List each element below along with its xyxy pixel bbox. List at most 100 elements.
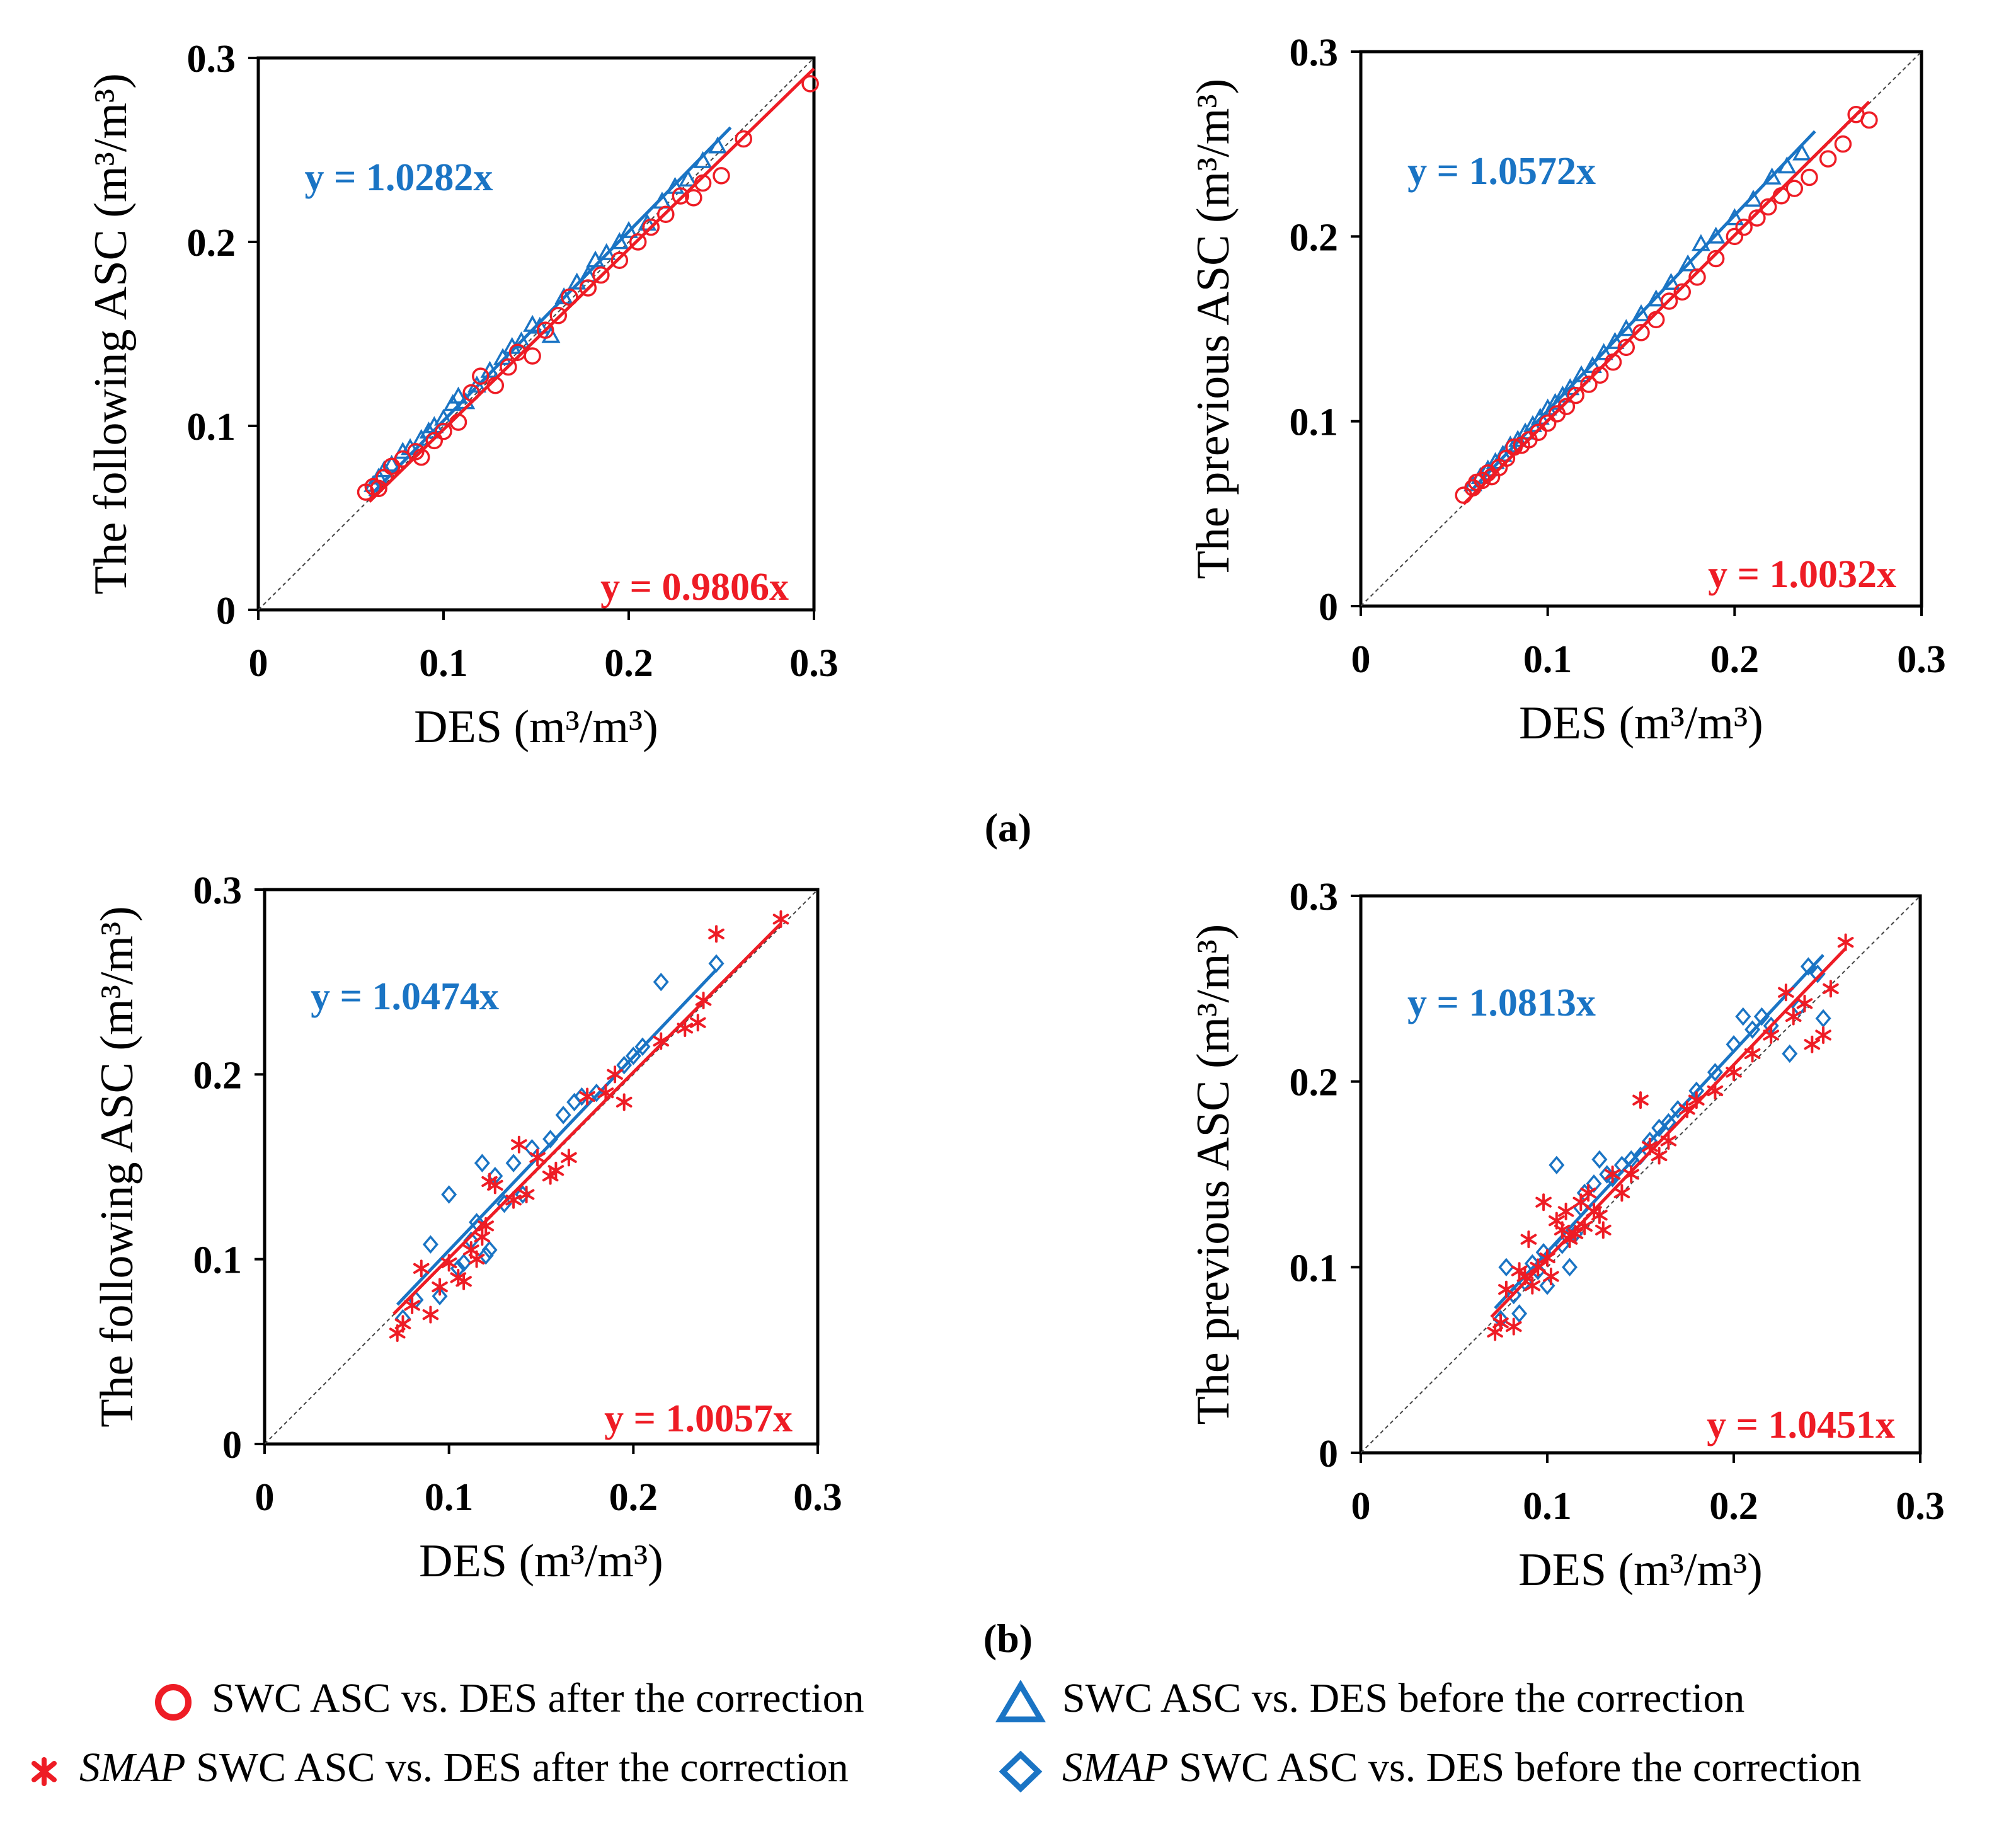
data-point-stroke bbox=[607, 1069, 623, 1080]
data-point bbox=[1823, 980, 1839, 998]
data-point-stroke bbox=[772, 914, 789, 925]
data-point bbox=[1567, 386, 1584, 404]
series-circle bbox=[357, 67, 819, 503]
data-point bbox=[1726, 227, 1744, 246]
data-point bbox=[487, 1176, 503, 1195]
x-axis-label: DES (m³/m³) bbox=[419, 1535, 663, 1587]
diamond-icon bbox=[999, 1750, 1043, 1793]
data-point bbox=[579, 279, 597, 297]
data-point bbox=[374, 460, 394, 478]
data-point-stroke bbox=[689, 1017, 706, 1028]
data-point bbox=[518, 1186, 535, 1203]
data-point-stroke bbox=[1572, 1196, 1589, 1208]
data-point bbox=[500, 358, 517, 376]
legend-prefix: SMAP bbox=[79, 1745, 186, 1790]
data-point-stroke bbox=[518, 1189, 535, 1200]
data-point-stroke bbox=[1726, 1067, 1742, 1078]
panel-label-b: (b) bbox=[983, 1616, 1033, 1661]
data-point bbox=[547, 1161, 564, 1179]
data-point-stroke bbox=[1576, 1220, 1593, 1232]
y-tick-label: 0 bbox=[1319, 586, 1338, 629]
x-tick-label: 0.3 bbox=[1897, 638, 1946, 681]
x-axis-label: DES (m³/m³) bbox=[1518, 1544, 1763, 1596]
x-tick-label: 0 bbox=[249, 642, 268, 685]
data-point bbox=[542, 1130, 559, 1149]
data-point bbox=[541, 326, 561, 343]
data-point bbox=[422, 1305, 439, 1324]
data-point-stroke bbox=[561, 1152, 577, 1163]
data-point bbox=[413, 1259, 430, 1278]
data-point bbox=[472, 367, 490, 385]
data-point-stroke bbox=[708, 928, 724, 939]
data-point bbox=[435, 423, 452, 440]
data-point bbox=[1804, 1035, 1821, 1053]
fit-line bbox=[1490, 947, 1847, 1319]
data-point-stroke bbox=[1543, 1271, 1559, 1282]
data-point bbox=[1815, 1026, 1831, 1044]
data-point-stroke bbox=[1580, 1187, 1596, 1199]
data-point bbox=[1492, 1314, 1509, 1332]
fit-equation-label: y = 1.0572x bbox=[1407, 150, 1596, 193]
data-point bbox=[1801, 168, 1818, 186]
data-point-stroke bbox=[1763, 1029, 1779, 1041]
fit-line bbox=[1472, 130, 1816, 490]
data-point bbox=[1792, 143, 1812, 161]
data-point-stroke bbox=[547, 1165, 564, 1176]
data-point bbox=[657, 205, 675, 223]
data-point bbox=[610, 232, 629, 249]
y-tick-label: 0.3 bbox=[187, 38, 236, 81]
triangle-icon bbox=[995, 1680, 1046, 1722]
data-point bbox=[1785, 1007, 1802, 1026]
y-tick-label: 0.1 bbox=[193, 1239, 243, 1282]
x-tick-label: 0 bbox=[1351, 1485, 1371, 1528]
data-point bbox=[511, 1135, 527, 1154]
chart-b-right: 0 0.1 0.2 0.3 0 0.1 0.2 0.3 DES (m³/m³) The previ… bbox=[1188, 876, 1945, 1596]
panel-label-a: (a) bbox=[985, 805, 1032, 850]
data-point bbox=[524, 1138, 540, 1158]
data-point-stroke bbox=[468, 1254, 485, 1265]
data-point bbox=[1505, 1317, 1522, 1336]
data-point-stroke bbox=[404, 1300, 420, 1311]
data-point-stroke bbox=[1554, 1224, 1571, 1235]
one-to-one-line bbox=[258, 57, 815, 610]
x-tick-label: 0.2 bbox=[604, 642, 653, 685]
y-axis-label: The following ASC (m³/m³) bbox=[91, 906, 143, 1428]
data-point-stroke bbox=[1651, 1150, 1668, 1162]
data-point-stroke bbox=[1823, 983, 1839, 994]
chart-a-right: 0 0.1 0.2 0.3 0 0.1 0.2 0.3 DES (m³/m³) The previ… bbox=[1188, 32, 1946, 749]
legend-item-triangle: SWC ASC vs. DES before the correction bbox=[995, 1675, 1744, 1724]
fit-equation-label: y = 1.0057x bbox=[604, 1397, 793, 1440]
asterisk-icon bbox=[32, 1756, 57, 1786]
data-point bbox=[1549, 1155, 1565, 1174]
data-point bbox=[1815, 1009, 1831, 1028]
x-tick-label: 0.1 bbox=[425, 1476, 474, 1519]
x-tick-label: 0.2 bbox=[609, 1476, 658, 1519]
data-point bbox=[1800, 957, 1816, 976]
legend: SWC ASC vs. DES after the correction SWC… bbox=[0, 1663, 2016, 1821]
y-tick-label: 0.3 bbox=[1290, 876, 1339, 919]
data-point bbox=[1591, 1206, 1608, 1224]
data-point-stroke bbox=[597, 1087, 614, 1099]
data-point bbox=[1632, 304, 1651, 321]
data-point-stroke bbox=[1642, 1141, 1658, 1152]
data-point bbox=[1562, 1258, 1578, 1277]
y-tick-label: 0.1 bbox=[187, 406, 236, 449]
data-point-stroke bbox=[1815, 1029, 1831, 1041]
data-point bbox=[610, 251, 629, 269]
data-point bbox=[619, 221, 638, 238]
y-tick-label: 0.3 bbox=[193, 869, 243, 912]
data-point bbox=[1557, 398, 1576, 415]
data-point bbox=[478, 1246, 494, 1265]
data-point bbox=[1785, 180, 1804, 197]
data-point-stroke bbox=[1591, 1210, 1608, 1221]
data-point bbox=[689, 1014, 706, 1032]
legend-prefix: SMAP bbox=[1062, 1745, 1169, 1790]
fit-line bbox=[392, 922, 782, 1315]
data-point bbox=[468, 1250, 485, 1268]
data-point bbox=[505, 1154, 522, 1172]
y-tick-label: 0.2 bbox=[193, 1054, 243, 1097]
one-to-one-line bbox=[1360, 895, 1921, 1453]
y-tick-label: 0.2 bbox=[1290, 216, 1339, 259]
fit-line bbox=[396, 968, 718, 1306]
data-point-stroke bbox=[1778, 987, 1794, 998]
